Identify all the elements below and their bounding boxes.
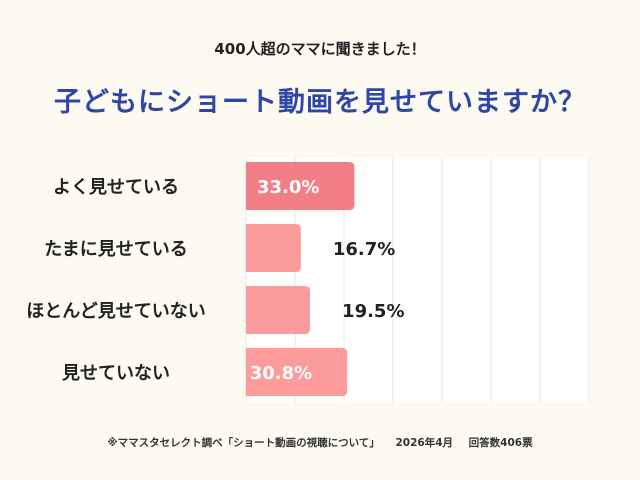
category-label: 見せていない bbox=[61, 363, 170, 384]
bar-2 bbox=[246, 224, 301, 272]
data-label: 33.0% bbox=[257, 177, 319, 198]
category-label: よく見せている bbox=[53, 177, 179, 198]
bar-1 bbox=[246, 162, 355, 210]
bar-4 bbox=[246, 348, 348, 396]
chart-title: 子どもにショート動画を見せていますか？ bbox=[54, 87, 586, 118]
footnote: ※ママスタセレクト調べ「ショート動画の視聴について」 2026年4月 回答数40… bbox=[0, 435, 640, 450]
category-label: たまに見せている bbox=[44, 239, 187, 260]
survey-subtitle: 400人超のママに聞きました！ bbox=[214, 40, 426, 58]
footnote-source: ※ママスタセレクト調べ「ショート動画の視聴について」 bbox=[107, 437, 380, 449]
data-label: 30.8% bbox=[250, 363, 312, 384]
data-label: 16.7% bbox=[333, 239, 395, 260]
data-label: 19.5% bbox=[342, 301, 404, 322]
bar-3 bbox=[246, 286, 311, 334]
footnote-count: 回答数406票 bbox=[468, 437, 533, 449]
footnote-date: 2026年4月 bbox=[395, 437, 453, 449]
category-label: ほとんど見せていない bbox=[26, 301, 205, 322]
